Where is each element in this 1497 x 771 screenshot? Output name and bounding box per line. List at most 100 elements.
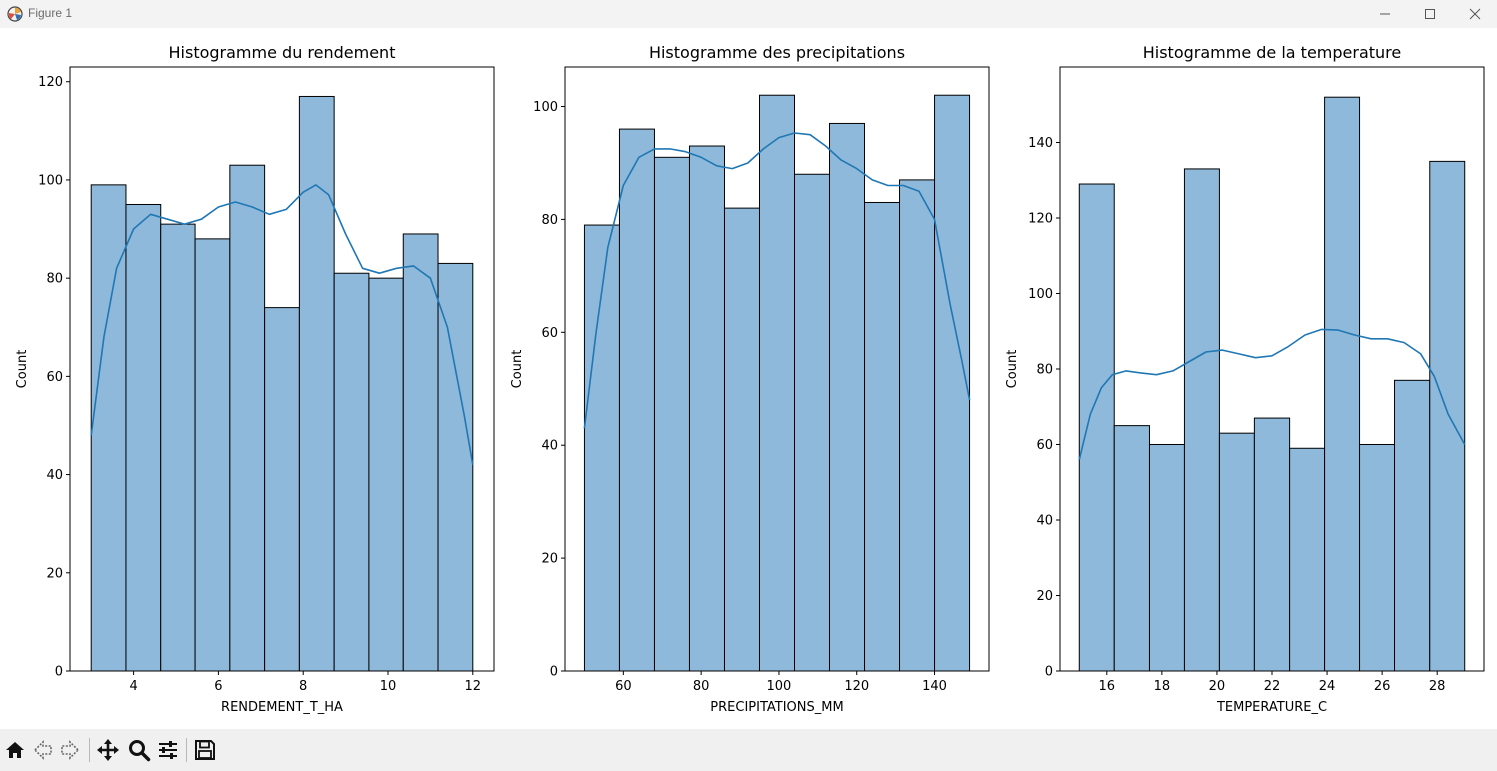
y-axis-label: Count	[15, 350, 30, 389]
back-arrow-icon	[33, 740, 52, 760]
histogram-bar	[1324, 96, 1361, 672]
minimize-icon	[1380, 13, 1390, 15]
histogram-bar	[1183, 168, 1220, 672]
x-tick-label: 140	[922, 679, 947, 694]
y-tick-label: 80	[46, 272, 63, 287]
x-tick-label: 4	[129, 679, 137, 694]
chart-title: Histogramme de la temperature	[1143, 43, 1402, 62]
y-tick-label: 140	[1028, 136, 1053, 151]
x-axis-label: RENDEMENT_T_HA	[221, 700, 343, 715]
close-button[interactable]	[1452, 0, 1497, 28]
y-tick-label: 100	[1028, 287, 1053, 302]
histogram-bar	[583, 224, 620, 672]
histogram-bar	[333, 272, 370, 672]
title-bar: Figure 1	[0, 0, 1497, 28]
plot-frame	[564, 66, 990, 672]
toolbar-separator	[186, 738, 187, 762]
y-tick-label: 20	[541, 552, 558, 567]
histogram-bar	[864, 201, 901, 672]
histogram-bar	[437, 262, 474, 672]
x-axis-label: TEMPERATURE_C	[1216, 700, 1327, 715]
histogram-bar	[1289, 447, 1326, 672]
histogram-bar	[194, 238, 231, 672]
y-tick-label: 100	[533, 100, 558, 115]
y-tick-label: 80	[1036, 363, 1053, 378]
maximize-button[interactable]	[1407, 0, 1453, 28]
histogram-bar	[368, 277, 404, 672]
close-icon	[1469, 8, 1481, 20]
histogram-bar	[229, 164, 266, 672]
y-tick-label: 0	[550, 665, 558, 680]
plot-frame	[69, 66, 495, 672]
histogram-bar	[298, 95, 335, 672]
y-tick-label: 80	[541, 213, 558, 228]
x-tick-label: 22	[1264, 679, 1281, 694]
x-tick-label: 18	[1154, 679, 1171, 694]
y-tick-label: 120	[1028, 212, 1053, 227]
histogram-bar	[1429, 160, 1466, 672]
y-tick-label: 60	[46, 370, 63, 385]
pan-button[interactable]	[95, 737, 121, 763]
histogram-bar	[653, 156, 690, 672]
figure-canvas[interactable]: 4 6 8 10 12 0 20 40 60 80 100 120 Histogramme du ren…	[0, 28, 1497, 729]
histogram-panel-3: 16 18 20 22 24 26 28 0 20 40 60 80 100 120 140 Histogra…	[1005, 43, 1485, 715]
histogram-bar	[618, 128, 655, 672]
configure-subplots-icon	[159, 741, 177, 759]
y-tick-label: 100	[38, 173, 63, 188]
x-tick-label: 20	[1209, 679, 1226, 694]
x-tick-label: 100	[767, 679, 792, 694]
y-tick-label: 20	[1036, 589, 1053, 604]
save-icon	[195, 740, 215, 760]
y-axis-label: Count	[510, 350, 525, 389]
y-tick-label: 40	[46, 468, 63, 483]
save-button[interactable]	[192, 737, 218, 763]
y-tick-label: 0	[55, 665, 63, 680]
forward-arrow-icon	[61, 740, 80, 760]
histogram-bar	[1359, 444, 1396, 672]
y-tick-label: 20	[46, 566, 63, 581]
histogram-bar	[1078, 183, 1115, 672]
zoom-button[interactable]	[126, 737, 152, 763]
histogram-bar	[758, 94, 796, 672]
home-icon	[6, 742, 24, 758]
y-tick-label: 60	[541, 326, 558, 341]
home-button[interactable]	[2, 737, 28, 763]
histogram-panel-2: 60 80 100 120 140 0 20 40 60 80 100 Histogramme des…	[510, 43, 990, 715]
x-tick-label: 24	[1319, 679, 1336, 694]
navigation-toolbar	[0, 729, 1497, 771]
x-tick-label: 6	[214, 679, 222, 694]
forward-button[interactable]	[57, 737, 83, 763]
y-tick-label: 60	[1036, 438, 1053, 453]
x-tick-label: 80	[693, 679, 710, 694]
zoom-icon	[129, 740, 151, 762]
histogram-bar	[794, 173, 831, 672]
back-button[interactable]	[30, 737, 56, 763]
x-tick-label: 16	[1099, 679, 1116, 694]
minimize-button[interactable]	[1362, 0, 1408, 28]
chart-title: Histogramme du rendement	[169, 43, 396, 62]
y-tick-label: 40	[541, 439, 558, 454]
configure-subplots-button[interactable]	[155, 737, 181, 763]
y-tick-label: 40	[1036, 514, 1053, 529]
histogram-bar	[1394, 379, 1431, 672]
x-tick-label: 60	[615, 679, 632, 694]
x-tick-label: 28	[1429, 679, 1446, 694]
x-tick-label: 10	[380, 679, 397, 694]
y-tick-label: 0	[1045, 665, 1053, 680]
pan-icon	[97, 739, 119, 761]
x-tick-label: 12	[465, 679, 482, 694]
histogram-bar	[264, 307, 300, 672]
histogram-bar	[688, 145, 725, 672]
x-axis-label: PRECIPITATIONS_MM	[710, 700, 843, 715]
x-tick-label: 120	[844, 679, 869, 694]
window-title: Figure 1	[28, 6, 73, 20]
chart-title: Histogramme des precipitations	[649, 43, 905, 62]
histogram-bar	[90, 184, 127, 672]
maximize-icon	[1425, 9, 1435, 19]
x-tick-label: 8	[299, 679, 307, 694]
y-tick-label: 120	[38, 75, 63, 90]
histogram-bar	[723, 207, 760, 672]
histogram-bar	[829, 122, 866, 672]
kde-curve	[1078, 328, 1466, 460]
